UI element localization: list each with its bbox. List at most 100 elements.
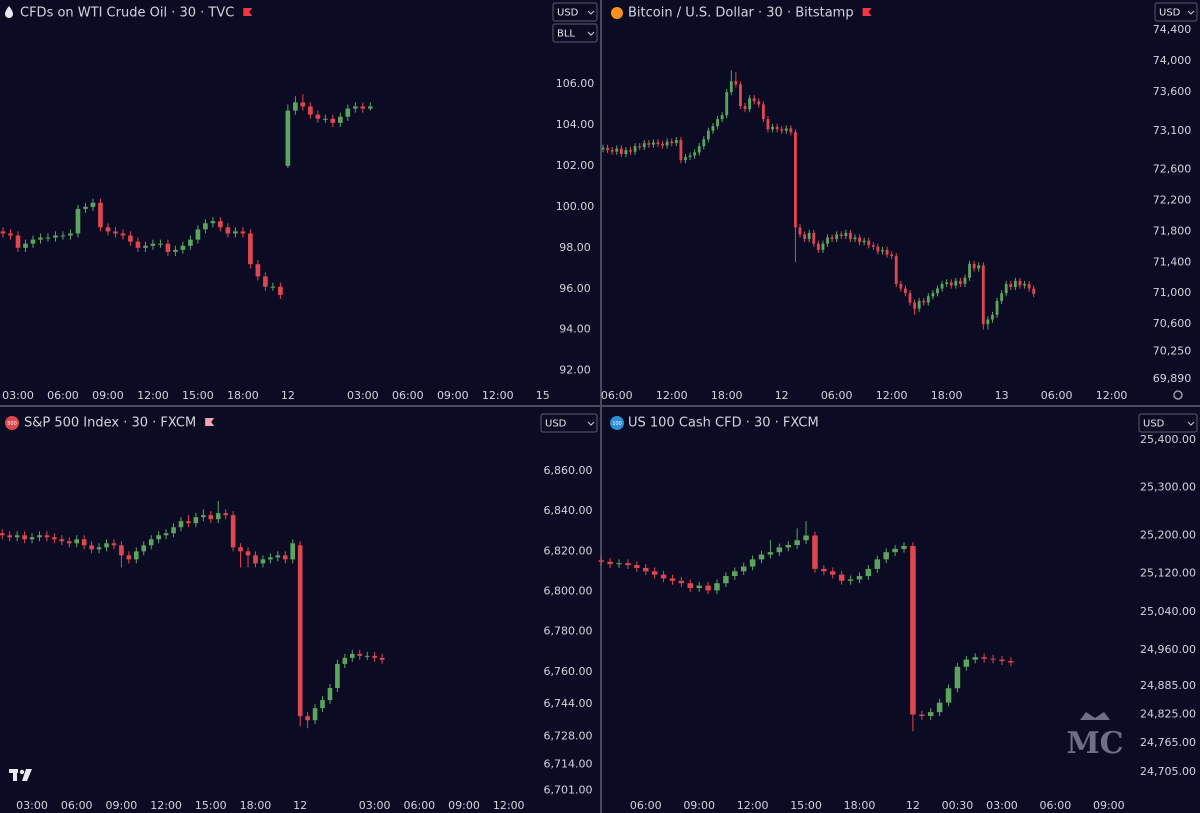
candle-body (743, 105, 747, 110)
nq-icon (610, 416, 624, 430)
watermark: MC (1066, 726, 1123, 761)
candle-body (917, 300, 921, 309)
candle-body (327, 688, 333, 701)
candle-body (883, 552, 889, 560)
candle-body (812, 232, 816, 244)
dropdown[interactable] (540, 413, 598, 433)
candle-body (7, 535, 12, 538)
candle-body (44, 535, 50, 538)
y-tick-label: 25,040.00 (1140, 605, 1196, 618)
candle-body (23, 243, 28, 248)
y-tick-label: 96.00 (559, 282, 591, 295)
x-tick-label: 03:00 (2, 389, 34, 402)
candle-body (830, 571, 836, 575)
candle-body (803, 234, 807, 240)
y-tick-label: 100.00 (556, 200, 595, 213)
candle-body (716, 119, 719, 127)
dropdown[interactable] (552, 23, 598, 43)
candle-body (320, 700, 325, 709)
candle-body (1000, 293, 1004, 301)
candle-body (218, 221, 223, 228)
settings-icon[interactable] (1173, 390, 1183, 400)
candle-body (725, 92, 729, 116)
candle-body (300, 102, 306, 107)
candle-body (999, 659, 1005, 662)
candle-body (364, 655, 370, 657)
x-tick-label: 06:00 (1041, 389, 1073, 402)
x-tick-label: 12:00 (1096, 389, 1128, 402)
candle-body (990, 658, 996, 660)
candle-body (876, 246, 880, 252)
candle-body (223, 513, 228, 516)
x-tick-label: 06:00 (47, 389, 79, 402)
y-tick-label: 74,000 (1153, 54, 1192, 67)
candle-body (255, 264, 261, 277)
candle-body (629, 150, 632, 152)
y-tick-label: 6,840.00 (544, 504, 593, 517)
dropdown[interactable] (1138, 413, 1198, 433)
candle-body (789, 128, 793, 133)
candle-body (22, 535, 27, 540)
candle-body (233, 231, 238, 234)
candle-body (776, 547, 783, 553)
candle-body (981, 657, 987, 659)
candle-body (838, 574, 845, 581)
candle-body (714, 583, 720, 591)
candle-body (203, 223, 208, 230)
candle-body (991, 314, 994, 320)
chart-title: CFDs on WTI Crude Oil · 30 · TVC (20, 6, 234, 21)
candle-body (986, 319, 990, 325)
x-tick-label: 12:00 (737, 799, 769, 812)
oil-icon (5, 6, 13, 18)
candle-body (642, 567, 649, 572)
chevron (1187, 421, 1195, 426)
candle-body (816, 243, 820, 250)
candle-body (968, 263, 971, 278)
candle-body (758, 554, 765, 560)
x-tick-label: 12:00 (656, 389, 688, 402)
candle-body (723, 576, 729, 584)
candle-body (767, 552, 774, 555)
candle-body (656, 142, 660, 144)
candle-body (607, 561, 613, 565)
chart-title: S&P 500 Index · 30 · FXCM (24, 416, 196, 431)
candle-body (96, 547, 102, 550)
dropdown[interactable] (1154, 2, 1198, 22)
candle-body (368, 106, 373, 109)
chevron (587, 31, 595, 36)
candle-body (1008, 661, 1014, 663)
candle-body (669, 578, 676, 581)
y-tick-label: 102.00 (556, 159, 595, 172)
candle-body (282, 555, 288, 560)
x-tick-label: 09:00 (683, 799, 715, 812)
x-tick-label: 12:00 (150, 799, 182, 812)
chevron (587, 10, 595, 15)
candle-body (784, 128, 788, 131)
dropdown[interactable] (552, 2, 598, 22)
candle-body (752, 98, 756, 102)
candle-body (353, 106, 358, 109)
candle-body (335, 663, 340, 689)
candle-body (89, 545, 94, 550)
y-tick-label: 25,120.00 (1140, 567, 1196, 580)
candle-body (926, 296, 930, 303)
candle-body (748, 98, 752, 110)
btc-icon (611, 7, 623, 19)
candle-body (225, 227, 231, 234)
candle-body (29, 537, 35, 540)
candle-body (1018, 280, 1022, 286)
candle-body (625, 563, 631, 566)
candle-body (901, 545, 907, 549)
y-tick-label: 6,714.00 (544, 757, 593, 770)
candle-body (330, 118, 336, 123)
candle-body (729, 81, 733, 93)
y-tick-label: 6,744.00 (544, 697, 593, 710)
candle-body (297, 545, 303, 717)
candle-body (739, 84, 742, 106)
candle-body (156, 535, 161, 540)
candle-body (275, 555, 281, 558)
y-tick-label: 24,765.00 (1140, 736, 1196, 749)
candle-body (678, 580, 685, 584)
candle-body (693, 152, 697, 156)
